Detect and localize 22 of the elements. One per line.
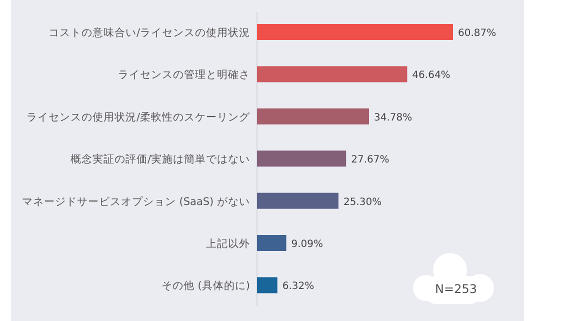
y-tick-label: その他 (具体的に) <box>161 280 250 292</box>
data-label: 25.30% <box>343 196 382 208</box>
data-label: 46.64% <box>412 70 450 82</box>
bar <box>257 277 278 294</box>
y-tick-label: ライセンスの使用状況/柔軟性のスケーリング <box>26 111 251 124</box>
bar <box>257 24 453 40</box>
data-label: 34.78% <box>374 112 412 124</box>
bar <box>257 235 286 251</box>
data-label: 6.32% <box>282 281 314 292</box>
annotation: N=253 <box>435 282 477 296</box>
bar <box>257 108 369 124</box>
data-label: 60.87% <box>458 28 496 39</box>
bar <box>257 150 346 167</box>
bar <box>257 192 338 209</box>
y-tick-label: 概念実証の評価/実施は簡単ではない <box>70 152 250 166</box>
y-tick-label: ライセンスの管理と明確さ <box>118 69 250 82</box>
data-label: 27.67% <box>351 154 390 166</box>
y-tick-label: マネージドサービスオプション (SaaS) がない <box>22 194 250 208</box>
data-label: 9.09% <box>291 239 324 250</box>
bar <box>257 66 408 82</box>
y-tick-label: コストの意味合い/ライセンスの使用状況 <box>48 26 250 39</box>
y-tick-label: 上記以外 <box>206 237 250 250</box>
